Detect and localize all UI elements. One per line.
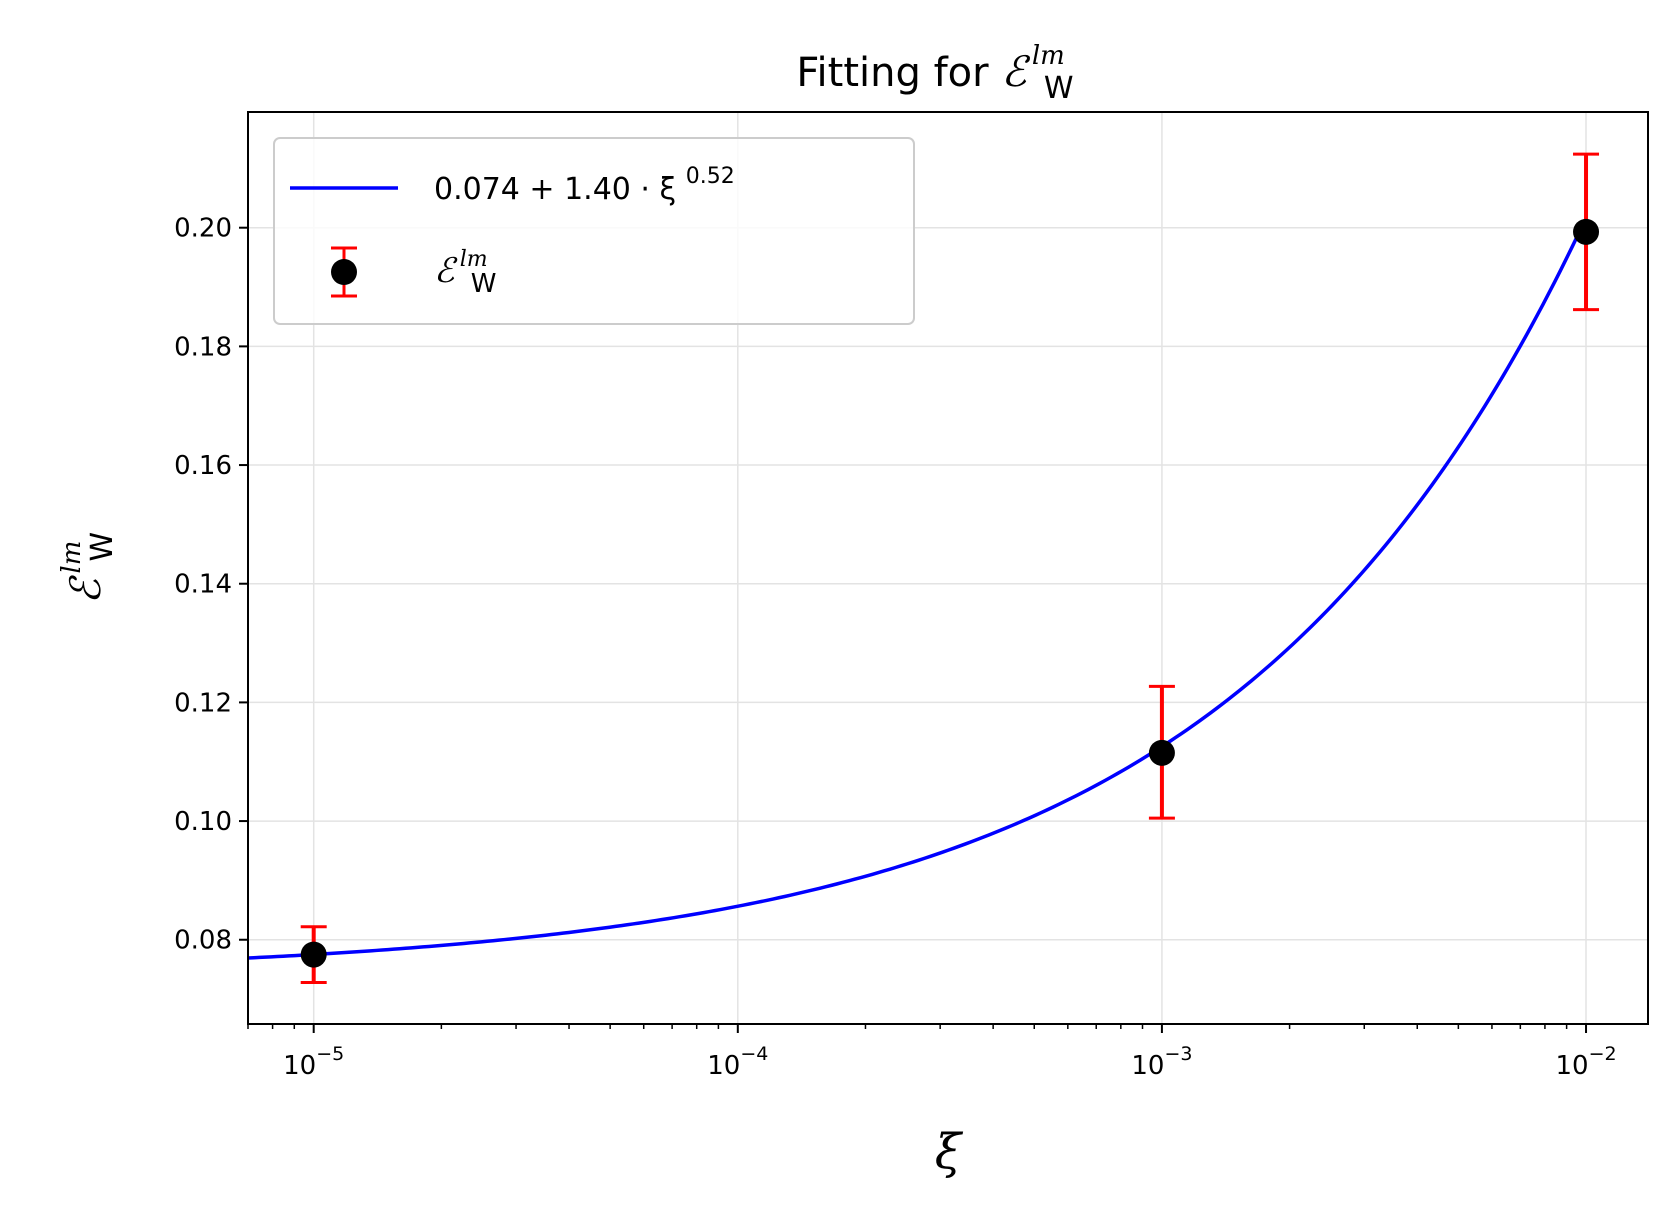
legend-label-points-superscript: lm <box>460 247 488 272</box>
legend-label-fit: 0.074 + 1.40 · ξ 0.52 <box>434 164 735 207</box>
x-tick-label-base: 10 <box>1555 1051 1588 1081</box>
x-tick-label-exponent: −4 <box>740 1043 768 1065</box>
x-tick-label-exponent: −3 <box>1164 1043 1192 1065</box>
data-point-group <box>1148 684 1175 820</box>
chart-title-subscript: W <box>1044 71 1074 106</box>
legend-errorbar-swatch <box>331 246 357 298</box>
chart-title-superscript: lm <box>1032 41 1065 71</box>
chart-title-text: Fitting for <box>796 50 1001 96</box>
chart-title: Fitting for ℰ lm W <box>796 41 1073 106</box>
data-point-marker <box>300 941 327 968</box>
legend-label-points-symbol: ℰ <box>434 251 458 291</box>
x-axis-ticks: 10−5 10−4 10−3 10−2 <box>247 1024 1617 1081</box>
y-tick-label: 0.20 <box>174 214 232 244</box>
legend-label-fit-exponent: 0.52 <box>686 164 735 189</box>
x-tick-label: 10−5 <box>283 1043 344 1081</box>
data-point-group <box>1573 152 1600 312</box>
y-tick-label: 0.16 <box>174 451 232 481</box>
x-tick-label-base: 10 <box>283 1051 316 1081</box>
x-tick-label: 10−2 <box>1555 1043 1616 1081</box>
data-point-marker <box>1573 218 1600 245</box>
legend-label-points: ℰ lm W <box>434 247 496 299</box>
y-tick-label: 0.18 <box>174 332 232 362</box>
x-tick-label: 10−4 <box>707 1043 768 1081</box>
legend-box <box>273 137 915 325</box>
y-axis-label-subscript: W <box>85 532 120 562</box>
legend-label-fit-base: 0.074 + 1.40 · ξ <box>434 172 676 207</box>
data-points-layer <box>300 152 1600 984</box>
plot-frame <box>247 111 1649 1025</box>
y-tick-label: 0.08 <box>174 926 232 956</box>
y-tick-label: 0.12 <box>174 688 232 718</box>
y-axis-ticks: 0.08 0.10 0.12 0.14 0.16 0.18 0.20 <box>174 214 248 956</box>
legend: 0.074 + 1.40 · ξ 0.52 ℰ lm W <box>273 137 915 325</box>
y-tick-label: 0.10 <box>174 807 232 837</box>
x-tick-label: 10−3 <box>1131 1043 1192 1081</box>
x-tick-label-exponent: −2 <box>1589 1043 1617 1065</box>
fit-curve-layer <box>247 221 1586 960</box>
y-axis-label-superscript: lm <box>57 541 87 574</box>
y-axis-label: ℰ lm W <box>57 532 120 604</box>
fit-curve <box>247 221 1586 960</box>
data-point-marker <box>1148 739 1175 766</box>
legend-label-points-subscript: W <box>471 269 497 299</box>
x-tick-label-base: 10 <box>1131 1051 1164 1081</box>
legend-marker-swatch <box>331 259 357 285</box>
x-tick-label-base: 10 <box>707 1051 740 1081</box>
y-tick-label: 0.14 <box>174 570 232 600</box>
x-tick-label-exponent: −5 <box>316 1043 344 1065</box>
data-point-group <box>300 925 327 984</box>
x-axis-label: ξ <box>935 1124 964 1180</box>
svg-text:ℰ lm W: ℰ lm W <box>57 532 120 604</box>
